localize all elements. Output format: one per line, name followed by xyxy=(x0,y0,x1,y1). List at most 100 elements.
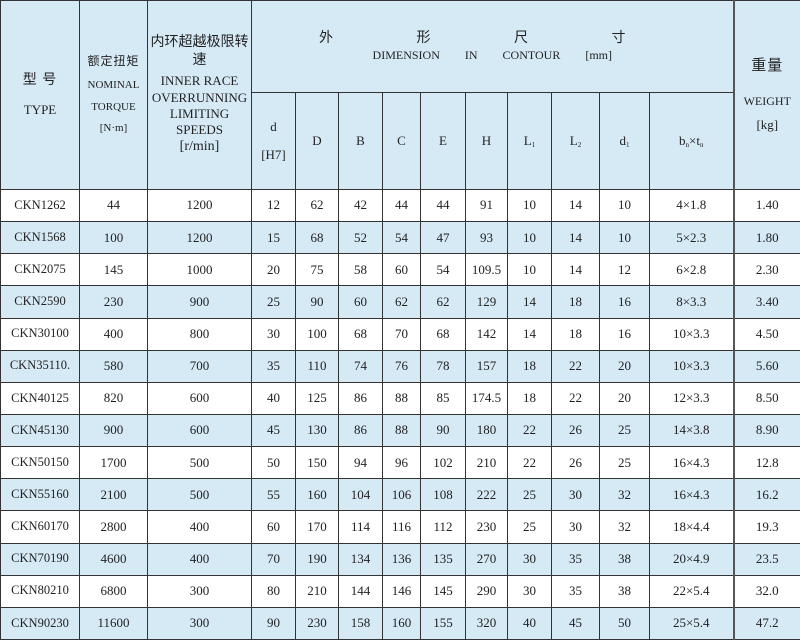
cell-d: 25 xyxy=(251,285,296,319)
cell-D: 75 xyxy=(295,253,339,287)
cell-weight: 1.40 xyxy=(732,188,800,223)
cell-D: 125 xyxy=(295,381,339,415)
cell-L2: 22 xyxy=(551,381,600,415)
col-symbol: t xyxy=(696,132,700,148)
dimension-col-header: H xyxy=(465,92,508,190)
cell-B: 144 xyxy=(338,574,383,608)
cell-E: 54 xyxy=(420,253,466,287)
cell-L2: 26 xyxy=(551,413,600,448)
dimension-col-header: L1 xyxy=(507,92,552,190)
cell-C: 54 xyxy=(382,221,421,255)
col-subscript: n xyxy=(685,140,690,149)
cell-speed: 1200 xyxy=(147,221,252,255)
torque-header: 额定扭矩 NOMINAL TORQUE [N·m] xyxy=(79,0,148,190)
cell-torque: 44 xyxy=(79,188,148,223)
cell-B: 74 xyxy=(338,349,383,383)
cell-speed: 400 xyxy=(147,542,252,576)
cell-L1: 30 xyxy=(507,542,552,576)
cell-weight: 23.5 xyxy=(732,542,800,576)
cell-d1: 50 xyxy=(599,606,650,640)
cell-C: 76 xyxy=(382,349,421,383)
table-row: CKN1262 44 1200 12 62 42 44 44 91 10 14 10 4×1.8 1.40 xyxy=(0,188,800,223)
cell-speed: 600 xyxy=(147,413,252,448)
cell-speed: 900 xyxy=(147,285,252,319)
cell-B: 104 xyxy=(338,478,383,512)
speed-header-en1: INNER RACE xyxy=(160,73,239,89)
cell-L2: 26 xyxy=(551,446,600,480)
table-row: CKN70190 4600 400 70 190 134 136 135 270 30 35 38 20… xyxy=(0,542,800,576)
cell-weight: 16.2 xyxy=(732,478,800,512)
cell-D: 90 xyxy=(295,285,339,319)
cell-B: 42 xyxy=(338,188,383,223)
cell-type: CKN90230 xyxy=(0,606,80,640)
cell-d1: 10 xyxy=(599,188,650,223)
cell-weight: 3.40 xyxy=(732,285,800,319)
col-symbol: D xyxy=(312,132,322,148)
cell-torque: 2100 xyxy=(79,478,148,512)
cell-d: 20 xyxy=(251,253,296,287)
cell-d: 30 xyxy=(251,317,296,351)
col-symbol: L xyxy=(569,132,578,148)
cell-H: 270 xyxy=(465,542,508,576)
cell-C: 160 xyxy=(382,606,421,640)
cell-torque: 820 xyxy=(79,381,148,415)
cell-L1: 40 xyxy=(507,606,552,640)
cell-weight: 1.80 xyxy=(732,221,800,255)
cell-L1: 10 xyxy=(507,188,552,223)
cell-speed: 1000 xyxy=(147,253,252,287)
cell-L2: 35 xyxy=(551,542,600,576)
cell-E: 47 xyxy=(420,221,466,255)
cell-L2: 18 xyxy=(551,317,600,351)
cell-C: 60 xyxy=(382,253,421,287)
cell-L1: 14 xyxy=(507,285,552,319)
cell-L1: 22 xyxy=(507,413,552,448)
cell-d1: 12 xyxy=(599,253,650,287)
cell-D: 110 xyxy=(295,349,339,383)
cell-d1: 25 xyxy=(599,413,650,448)
cell-D: 190 xyxy=(295,542,339,576)
table-row: CKN45130 900 600 45 130 86 88 90 180 22 26 25 14×3.8… xyxy=(0,413,800,448)
cell-type: CKN45130 xyxy=(0,413,80,448)
cell-L2: 30 xyxy=(551,478,600,512)
cell-d: 60 xyxy=(251,510,296,544)
cell-B: 58 xyxy=(338,253,383,287)
cell-bn-tn: 4×1.8 xyxy=(648,188,735,223)
cell-E: 155 xyxy=(420,606,466,640)
table-row: CKN80210 6800 300 80 210 144 146 145 290 30 35 38 22… xyxy=(0,574,800,608)
cell-type: CKN80210 xyxy=(0,574,80,608)
weight-header-zh: 重量 xyxy=(751,58,784,74)
cell-weight: 5.60 xyxy=(732,349,800,383)
cell-torque: 11600 xyxy=(79,606,148,640)
type-header-en: TYPE xyxy=(23,101,57,117)
table-row: CKN1568 100 1200 15 68 52 54 47 93 10 14 10 5×2.3 1.8… xyxy=(0,221,800,255)
col-symbol: b xyxy=(679,132,686,148)
cell-L2: 35 xyxy=(551,574,600,608)
cell-d1: 32 xyxy=(599,510,650,544)
speed-header-en3: LIMITING SPEEDS xyxy=(169,105,230,137)
cell-speed: 600 xyxy=(147,381,252,415)
dimension-col-header: d [H7] xyxy=(251,92,296,190)
cell-torque: 100 xyxy=(79,221,148,255)
cell-E: 44 xyxy=(420,188,466,223)
cell-B: 68 xyxy=(338,317,383,351)
cell-type: CKN60170 xyxy=(0,510,80,544)
col-symbol: C xyxy=(397,132,406,148)
cell-D: 150 xyxy=(295,446,339,480)
cell-d: 40 xyxy=(251,381,296,415)
cell-d: 90 xyxy=(251,606,296,640)
cell-L2: 14 xyxy=(551,253,600,287)
cell-d: 80 xyxy=(251,574,296,608)
cell-d1: 20 xyxy=(599,381,650,415)
cell-E: 62 xyxy=(420,285,466,319)
cell-C: 70 xyxy=(382,317,421,351)
cell-E: 85 xyxy=(420,381,466,415)
cell-d: 50 xyxy=(251,446,296,480)
cell-L1: 10 xyxy=(507,221,552,255)
torque-header-zh: 额定扭矩 xyxy=(87,53,140,68)
dimension-col-header: d1 xyxy=(599,92,650,190)
cell-C: 62 xyxy=(382,285,421,319)
cell-H: 129 xyxy=(465,285,508,319)
cell-torque: 1700 xyxy=(79,446,148,480)
cell-d: 15 xyxy=(251,221,296,255)
